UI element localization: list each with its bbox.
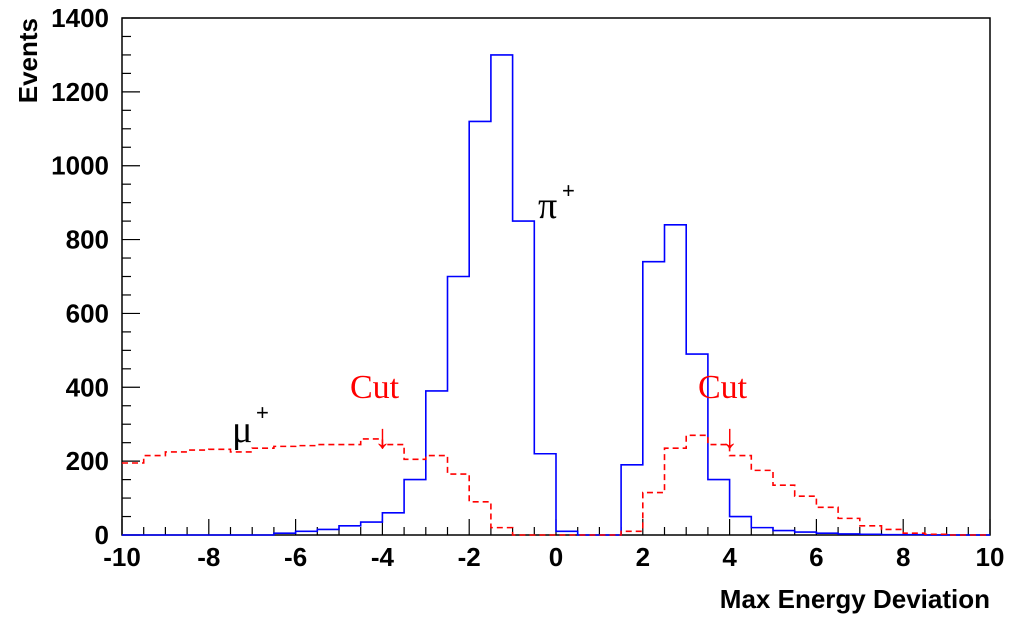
y-tick-label: 200 [66, 446, 109, 476]
pi-plus-label: π [538, 185, 557, 227]
y-tick-label: 1000 [51, 151, 109, 181]
mu-plus-superscript: + [256, 400, 269, 425]
x-tick-label: 4 [722, 542, 737, 572]
x-tick-label: -4 [371, 542, 395, 572]
x-tick-label: -2 [458, 542, 481, 572]
series-mu-plus-histogram [122, 434, 990, 536]
x-tick-label: -10 [103, 542, 141, 572]
x-tick-label: 8 [896, 542, 910, 572]
x-tick-label: 10 [976, 542, 1005, 572]
y-tick-label: 600 [66, 298, 109, 328]
x-tick-label: 6 [809, 542, 823, 572]
y-tick-label: 0 [95, 520, 109, 550]
y-axis-title: Events [13, 18, 43, 103]
x-tick-label: -6 [284, 542, 307, 572]
cut-left-arrow: ↓ [374, 419, 391, 456]
pi-plus-superscript: + [562, 178, 575, 203]
x-tick-label: 0 [549, 542, 563, 572]
x-tick-label: -8 [197, 542, 220, 572]
cut-left-label: Cut [350, 369, 400, 406]
y-tick-label: 800 [66, 225, 109, 255]
cut-right-arrow: ↓ [721, 419, 738, 456]
y-tick-label: 1400 [51, 3, 109, 33]
series-pi-plus-histogram [122, 54, 990, 536]
cut-right-label: Cut [698, 369, 748, 406]
y-tick-label: 1200 [51, 77, 109, 107]
x-tick-label: 2 [636, 542, 650, 572]
x-axis-title: Max Energy Deviation [720, 584, 990, 614]
mu-plus-label: μ [232, 409, 252, 451]
y-tick-label: 400 [66, 372, 109, 402]
